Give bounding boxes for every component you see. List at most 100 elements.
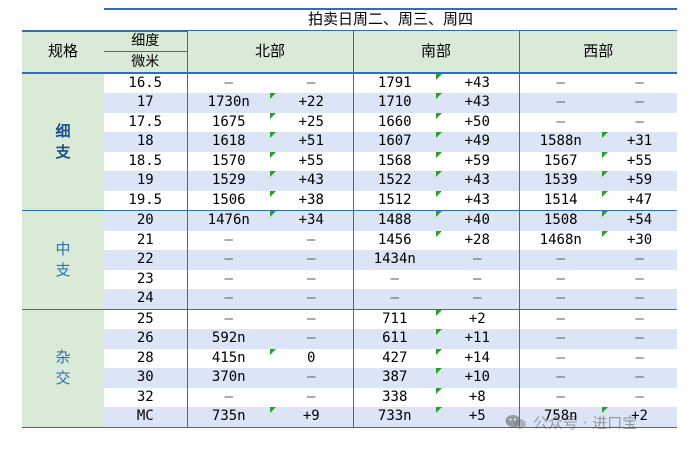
west-change-cell: –	[602, 269, 678, 289]
fineness-cell: 20	[104, 210, 187, 231]
south-change-cell: +40	[436, 210, 519, 231]
south-price-cell: 1607	[352, 132, 436, 152]
south-change-cell: +8	[436, 387, 519, 407]
table-title: 拍卖日周二、周三、周四	[104, 8, 678, 31]
west-price-cell: 758n	[518, 407, 602, 428]
table-row: 18.5 1570 +55 1568 +59 1567 +55	[22, 151, 678, 171]
north-change-cell: +25	[270, 112, 353, 132]
table-row: 17.5 1675 +25 1660 +50– –	[22, 112, 678, 132]
north-change-cell: –	[270, 230, 353, 250]
title-row: 拍卖日周二、周三、周四	[22, 8, 678, 31]
west-price-cell: 1508	[518, 210, 602, 231]
west-price-cell: –	[518, 289, 602, 309]
south-change-cell: +49	[436, 132, 519, 152]
fineness-cell: 28	[104, 348, 187, 368]
fineness-cell: 23	[104, 269, 187, 289]
table-row: 24– – – – – –	[22, 289, 678, 309]
west-change-cell: –	[602, 289, 678, 309]
west-price-cell: 1588n	[518, 132, 602, 152]
north-price-cell: 592n	[186, 329, 270, 349]
west-change-cell: –	[602, 329, 678, 349]
fineness-cell: 17	[104, 93, 187, 113]
north-change-cell: +9	[270, 407, 353, 428]
fineness-header-bottom: 微米	[104, 51, 187, 74]
south-price-cell: 1568	[352, 151, 436, 171]
fineness-cell: 18	[104, 132, 187, 152]
south-price-cell: 1660	[352, 112, 436, 132]
north-change-cell: +34	[270, 210, 353, 231]
table-row: 17 1730n +22 1710 +43– –	[22, 93, 678, 113]
table-row: 26 592n –611 +11– –	[22, 329, 678, 349]
south-change-cell: –	[436, 250, 519, 270]
north-change-cell: +38	[270, 190, 353, 211]
south-change-cell: –	[436, 289, 519, 309]
fineness-cell: 19	[104, 171, 187, 191]
table-row: 18 1618 +51 1607 +49 1588n +31	[22, 132, 678, 152]
table-row: 32– –338 +8– –	[22, 387, 678, 407]
west-price-cell: –	[518, 72, 602, 93]
south-change-cell: +5	[436, 407, 519, 428]
south-change-cell: +11	[436, 329, 519, 349]
watermark: 公众号 · 进口宝	[505, 412, 637, 433]
fineness-cell: 26	[104, 329, 187, 349]
south-change-cell: +43	[436, 190, 519, 211]
south-price-cell: 1434n	[352, 250, 436, 270]
north-change-cell: –	[270, 308, 353, 329]
west-change-cell: +47	[602, 190, 678, 211]
north-change-cell: +22	[270, 93, 353, 113]
south-price-cell: 1710	[352, 93, 436, 113]
south-price-cell: 1791	[352, 72, 436, 93]
west-price-cell: –	[518, 308, 602, 329]
group-label: 细 支	[22, 72, 104, 211]
west-change-cell: +55	[602, 151, 678, 171]
table-row: 19.5 1506 +38 1512 +43 1514 +47	[22, 190, 678, 211]
north-price-cell: –	[186, 289, 270, 309]
south-price-cell: 387	[352, 368, 436, 388]
region-header-west: 西部	[518, 30, 678, 74]
west-change-cell: +31	[602, 132, 678, 152]
wechat-icon	[505, 414, 527, 430]
west-price-cell: –	[518, 269, 602, 289]
table-row: 30 370n –387 +10– –	[22, 368, 678, 388]
south-price-cell: 711	[352, 308, 436, 329]
west-price-cell: 1514	[518, 190, 602, 211]
north-price-cell: –	[186, 250, 270, 270]
west-change-cell: –	[602, 368, 678, 388]
table-row: 细 支 16.5– –1791 +43– –	[22, 72, 678, 211]
north-change-cell: –	[270, 250, 353, 270]
north-price-cell: –	[186, 72, 270, 93]
north-price-cell: 370n	[186, 368, 270, 388]
south-price-cell: 1456	[352, 230, 436, 250]
north-price-cell: 1506	[186, 190, 270, 211]
north-change-cell: –	[270, 387, 353, 407]
west-change-cell: –	[602, 250, 678, 270]
north-price-cell: –	[186, 269, 270, 289]
header-row-2: 微米	[22, 51, 677, 74]
table-row: 23– – – – – –	[22, 269, 678, 289]
fineness-cell: 22	[104, 250, 187, 270]
west-price-cell: –	[518, 387, 602, 407]
west-price-cell: –	[518, 329, 602, 349]
table-row: 28 415n 0 427 +14– –	[22, 348, 678, 368]
west-change-cell: –	[602, 308, 678, 329]
header-row: 规格 细度 北部 南部 西部	[22, 29, 678, 74]
north-change-cell: +51	[270, 132, 353, 152]
north-change-cell: –	[270, 368, 353, 388]
group-label: 杂 交	[22, 308, 104, 428]
fineness-cell: MC	[104, 407, 187, 428]
north-price-cell: 415n	[186, 348, 270, 368]
north-change-cell: –	[270, 269, 353, 289]
west-price-cell: –	[518, 368, 602, 388]
north-change-cell: 0	[270, 348, 353, 368]
south-change-cell: +28	[436, 230, 519, 250]
fineness-cell: 25	[104, 308, 187, 329]
west-change-cell: +30	[602, 230, 678, 250]
north-price-cell: 1618	[186, 132, 270, 152]
south-change-cell: +14	[436, 348, 519, 368]
south-price-cell: 1522	[352, 171, 436, 191]
auction-price-table-region: 拍卖日周二、周三、周四 规格 细度 北部 南部 西部 微米 细 支 16.5– –1…	[22, 8, 678, 442]
west-price-cell: –	[518, 93, 602, 113]
south-price-cell: 1488	[352, 210, 436, 231]
table-row: 21– –1456 +28 1468n +30	[22, 230, 678, 250]
north-price-cell: –	[186, 308, 270, 329]
